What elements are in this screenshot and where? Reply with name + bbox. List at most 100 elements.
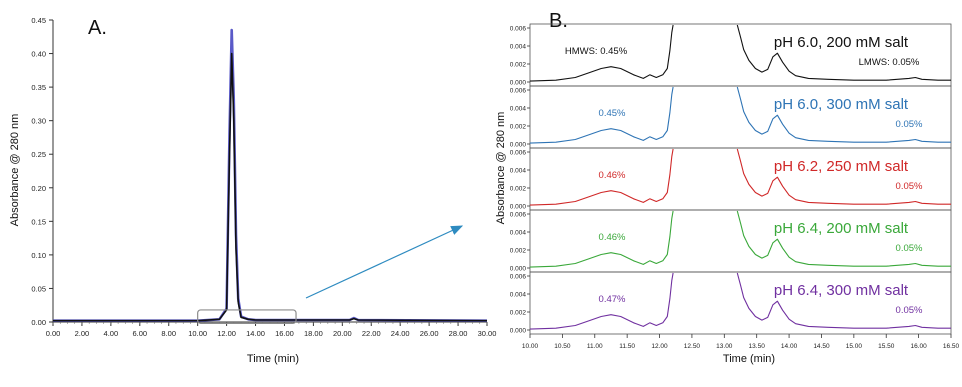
y-tick-label: 0.05 <box>31 284 46 293</box>
x-tick-label: 2.00 <box>75 329 90 338</box>
x-tick-label: 12.00 <box>217 329 236 338</box>
y-tick-label: 0.45 <box>31 16 46 25</box>
trace-left-segment <box>529 86 674 144</box>
x-tick-label: 13.00 <box>716 343 733 350</box>
trace-left-segment <box>529 148 674 206</box>
x-tick-label: 18.00 <box>304 329 323 338</box>
lmws-label: LMWS: 0.05% <box>859 57 920 68</box>
x-tick-label: 14.50 <box>813 343 830 350</box>
x-tick-label: 14.00 <box>246 329 265 338</box>
lmws-label: 0.05% <box>896 243 923 254</box>
trace-left-segment <box>529 24 674 82</box>
x-tick-label: 16.00 <box>910 343 927 350</box>
condition-label: pH 6.0, 300 mM salt <box>774 96 909 113</box>
y-tick-label: 0.15 <box>31 217 46 226</box>
x-tick-label: 10.00 <box>188 329 207 338</box>
condition-label: pH 6.2, 250 mM salt <box>774 158 909 175</box>
panel-b-x-axis: 10.00 10.50 11.00 11.50 12.00 12.50 13.00 13.50… <box>522 334 960 350</box>
trace-right-segment <box>736 24 951 81</box>
hmws-label: 0.46% <box>599 170 626 181</box>
panel-a: A. 0.00 2.00 4.00 6.00 8.00 10.00 12.00 14.00 16… <box>9 16 496 365</box>
y-tick-label: 0.006 <box>510 26 527 33</box>
stacked-panel-4: 0.000 0.002 0.004 0.006 pH 6.4, 200 mM salt 0… <box>510 209 952 273</box>
x-tick-label: 11.00 <box>587 343 603 350</box>
trace-right-segment <box>736 148 951 205</box>
panel-b-y-axis-title: Absorbance @ 280 nm <box>495 112 507 225</box>
y-tick-label: 0.10 <box>31 251 46 260</box>
y-tick-label: 0.006 <box>510 212 527 219</box>
x-tick-label: 4.00 <box>104 329 119 338</box>
x-tick-label: 14.00 <box>781 343 798 350</box>
x-tick-label: 15.00 <box>846 343 863 350</box>
x-tick-label: 30.00 <box>478 329 497 338</box>
panel-b-label: B. <box>549 10 568 32</box>
y-tick-label: 0.000 <box>510 328 527 335</box>
zoom-region-box <box>197 309 297 324</box>
x-tick-label: 12.00 <box>651 343 668 350</box>
lmws-label: 0.05% <box>896 119 923 130</box>
chromatogram-trace-black <box>53 52 488 322</box>
y-tick-label: 0.002 <box>510 310 527 317</box>
y-tick-label: 0.004 <box>510 292 527 299</box>
x-tick-label: 13.50 <box>749 343 766 350</box>
x-tick-label: 20.00 <box>333 329 352 338</box>
trace-right-segment <box>736 272 951 329</box>
panel-a-axes: 0.00 2.00 4.00 6.00 8.00 10.00 12.00 14.00 16.00… <box>31 16 496 338</box>
y-tick-label: 0.002 <box>510 186 527 193</box>
y-tick-label: 0.004 <box>510 168 527 175</box>
x-tick-label: 12.50 <box>684 343 701 350</box>
x-tick-label: 10.00 <box>522 343 539 350</box>
x-tick-label: 11.50 <box>619 343 635 350</box>
stacked-panel-3: 0.000 0.002 0.004 0.006 pH 6.2, 250 mM salt 0… <box>510 147 952 211</box>
trace-left-segment <box>529 272 674 330</box>
condition-label: pH 6.0, 200 mM salt <box>774 34 909 51</box>
trace-left-segment <box>529 210 674 268</box>
y-tick-label: 0.35 <box>31 83 46 92</box>
x-tick-label: 8.00 <box>161 329 176 338</box>
y-tick-label: 0.006 <box>510 88 527 95</box>
x-tick-label: 22.00 <box>362 329 381 338</box>
y-tick-label: 0.000 <box>510 266 527 273</box>
condition-label: pH 6.4, 300 mM salt <box>774 282 909 299</box>
x-tick-label: 10.50 <box>554 343 571 350</box>
y-tick-label: 0.006 <box>510 150 527 157</box>
hmws-label: 0.45% <box>599 108 626 119</box>
y-tick-label: 0.20 <box>31 184 46 193</box>
hmws-label: 0.46% <box>599 232 626 243</box>
panel-frame <box>529 271 952 335</box>
x-tick-label: 16.00 <box>275 329 294 338</box>
panel-b-stacked-traces: 0.000 0.002 0.004 0.006 pH 6.0, 200 mM salt H… <box>510 23 952 335</box>
y-tick-label: 0.25 <box>31 150 46 159</box>
stacked-panel-1: 0.000 0.002 0.004 0.006 pH 6.0, 200 mM salt H… <box>510 23 952 87</box>
y-tick-label: 0.002 <box>510 248 527 255</box>
y-tick-label: 0.000 <box>510 80 527 87</box>
panel-b: B. 0.000 0.002 0.004 0.006 pH 6.0, 200 mM sa… <box>495 10 960 365</box>
y-tick-label: 0.002 <box>510 62 527 69</box>
y-tick-label: 0.30 <box>31 117 46 126</box>
y-tick-label: 0.002 <box>510 124 527 131</box>
y-tick-label: 0.000 <box>510 204 527 211</box>
trace-right-segment <box>736 86 951 143</box>
y-tick-label: 0.004 <box>510 230 527 237</box>
panel-a-y-axis-title: Absorbance @ 280 nm <box>9 114 21 227</box>
y-tick-label: 0.40 <box>31 50 46 59</box>
y-tick-label: 0.004 <box>510 44 527 51</box>
hmws-label: 0.47% <box>599 294 626 305</box>
x-tick-label: 0.00 <box>46 329 61 338</box>
y-tick-label: 0.004 <box>510 106 527 113</box>
y-tick-label: 0.00 <box>31 318 46 327</box>
condition-label: pH 6.4, 200 mM salt <box>774 220 909 237</box>
panel-a-x-axis-title: Time (min) <box>247 353 299 365</box>
x-tick-label: 24.00 <box>391 329 410 338</box>
y-tick-label: 0.006 <box>510 274 527 281</box>
hmws-label: HMWS: 0.45% <box>565 46 628 57</box>
x-tick-label: 26.00 <box>420 329 439 338</box>
panel-a-series <box>53 28 488 322</box>
lmws-label: 0.05% <box>896 305 923 316</box>
zoom-arrow <box>305 225 464 299</box>
x-tick-label: 15.50 <box>878 343 895 350</box>
x-tick-label: 28.00 <box>449 329 468 338</box>
trace-right-segment <box>736 210 951 267</box>
panel-b-x-axis-title: Time (min) <box>723 353 775 365</box>
